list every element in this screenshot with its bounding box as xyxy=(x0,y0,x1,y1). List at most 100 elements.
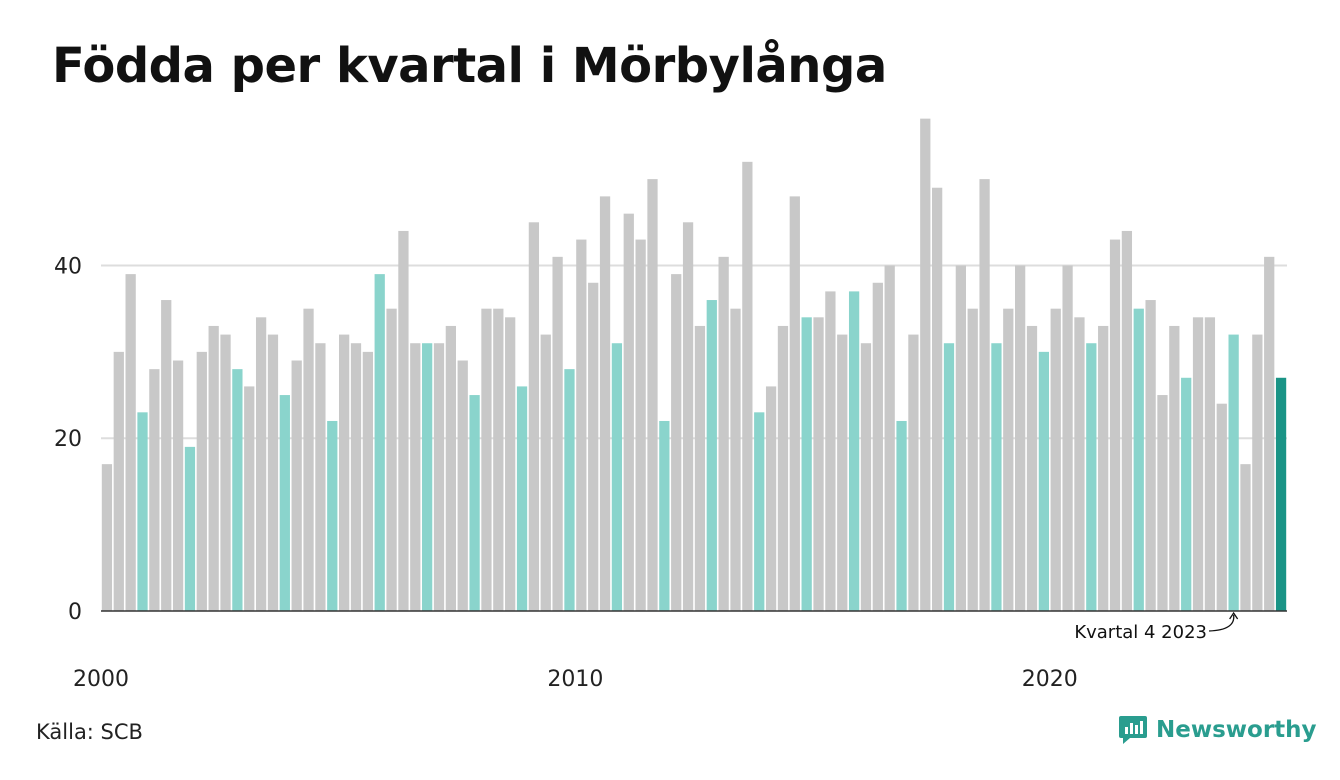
bar xyxy=(694,325,706,611)
bar xyxy=(979,179,990,611)
bar xyxy=(410,343,421,611)
source-label: Källa: SCB xyxy=(36,720,143,744)
bar xyxy=(445,325,456,611)
bar xyxy=(516,386,528,611)
bar xyxy=(101,464,113,611)
bar xyxy=(896,420,907,611)
bar xyxy=(505,317,516,611)
bar xyxy=(1145,300,1156,611)
bar xyxy=(1015,265,1026,611)
bar xyxy=(860,343,872,611)
annotation-arrow xyxy=(1208,614,1235,632)
gridlines xyxy=(101,264,1287,440)
bar xyxy=(576,239,587,611)
bar xyxy=(599,196,611,611)
bar xyxy=(825,291,836,611)
bar xyxy=(350,343,362,611)
bar xyxy=(552,256,563,611)
brand-logo: Newsworthy xyxy=(1118,714,1317,746)
bar xyxy=(682,222,694,612)
bar xyxy=(765,386,777,611)
bar xyxy=(149,369,160,611)
bar xyxy=(279,395,290,611)
bar xyxy=(161,300,172,611)
bar xyxy=(291,360,302,611)
bar xyxy=(339,334,350,611)
bar xyxy=(801,317,812,611)
bar xyxy=(789,196,800,611)
bar xyxy=(172,360,184,611)
bar xyxy=(303,308,314,611)
bar xyxy=(1062,265,1073,611)
bar xyxy=(125,274,136,611)
bar xyxy=(1157,395,1168,611)
bar xyxy=(1204,317,1216,611)
bar xyxy=(754,412,765,611)
bar xyxy=(232,369,243,611)
bar xyxy=(659,420,670,611)
bar xyxy=(908,334,919,611)
bar xyxy=(493,308,504,611)
bar xyxy=(196,351,207,611)
bar xyxy=(1252,334,1263,611)
bar xyxy=(457,360,468,611)
bar xyxy=(1098,325,1109,611)
bar xyxy=(1181,377,1192,611)
bar xyxy=(1074,317,1085,611)
brand-name: Newsworthy xyxy=(1156,717,1317,743)
bars xyxy=(101,118,1287,612)
bar xyxy=(706,300,717,611)
bar xyxy=(1169,325,1180,611)
bar xyxy=(588,282,599,611)
bar xyxy=(1264,256,1275,611)
bar xyxy=(113,351,124,611)
y-tick-label: 20 xyxy=(54,427,82,452)
bar xyxy=(813,317,824,611)
bar xyxy=(1026,325,1038,611)
bar xyxy=(1192,317,1204,611)
bar xyxy=(208,325,219,611)
bar xyxy=(635,239,646,611)
x-tick-label: 2020 xyxy=(1022,667,1078,692)
bar xyxy=(1038,351,1049,611)
bar xyxy=(422,343,433,611)
bar xyxy=(623,213,634,612)
bar xyxy=(481,308,492,611)
bar xyxy=(220,334,231,611)
bar xyxy=(1275,377,1287,611)
bar xyxy=(837,334,848,611)
bar xyxy=(920,118,931,611)
bar xyxy=(362,351,373,611)
bar xyxy=(991,343,1002,611)
bar xyxy=(528,222,540,612)
x-tick-label: 2000 xyxy=(73,667,129,692)
bar xyxy=(398,230,409,611)
bar xyxy=(1133,308,1144,611)
bar xyxy=(540,334,551,611)
bar xyxy=(374,274,385,611)
bar xyxy=(315,343,326,611)
bar xyxy=(1216,403,1227,611)
bar xyxy=(267,334,279,611)
chart-title: Födda per kvartal i Mörbylånga xyxy=(52,38,887,94)
bar xyxy=(244,386,255,611)
latest-annotation: Kvartal 4 2023 xyxy=(1074,611,1239,643)
bar xyxy=(564,369,575,611)
bar xyxy=(611,343,623,611)
bar xyxy=(742,161,753,612)
bar xyxy=(1228,334,1239,611)
bar xyxy=(777,325,789,611)
bar xyxy=(1050,308,1061,611)
bar xyxy=(1109,239,1121,611)
bar xyxy=(718,256,729,611)
bar xyxy=(1003,308,1014,611)
annotation-arrowhead xyxy=(1229,611,1239,620)
bar xyxy=(1121,230,1133,611)
newsworthy-logo-icon xyxy=(1119,716,1147,744)
bar xyxy=(386,308,397,611)
annotation-label: Kvartal 4 2023 xyxy=(1074,622,1207,643)
bar xyxy=(730,308,741,611)
bar xyxy=(433,343,445,611)
bar xyxy=(884,265,895,611)
